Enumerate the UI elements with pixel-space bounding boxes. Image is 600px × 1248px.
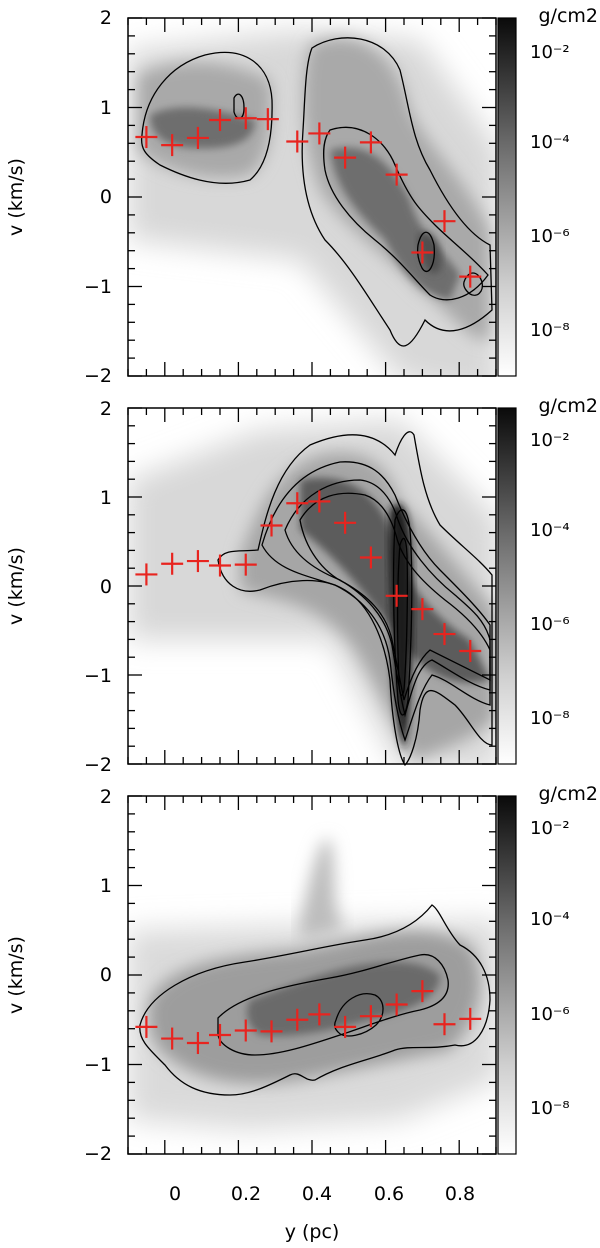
data-point-marker — [135, 126, 158, 149]
xtick-label-0.8: 0.8 — [445, 1183, 475, 1205]
xtick-label-0.6: 0.6 — [374, 1183, 404, 1205]
ytick-label-bottom-0: 0 — [100, 964, 112, 986]
colorbar-label-bottom-1: 10⁻² — [530, 818, 570, 839]
data-point-marker — [186, 550, 209, 573]
colorbar-label-top-3: 10⁻⁶ — [530, 226, 570, 247]
data-point-marker — [186, 1032, 209, 1055]
ylabel-middle: v (km/s) — [5, 547, 27, 625]
data-point-marker — [334, 511, 357, 534]
colorbar-label-top-2: 10⁻⁴ — [530, 132, 570, 153]
data-point-marker — [385, 584, 408, 607]
ytick-label-bottom-2: 2 — [100, 786, 112, 808]
ytick-label-middle-neg1: −1 — [84, 665, 112, 687]
data-point-marker — [135, 1015, 158, 1038]
colorbar-label-middle-3: 10⁻⁶ — [530, 614, 570, 635]
density-map-bottom — [128, 838, 496, 1130]
colorbar-label-middle-4: 10⁻⁸ — [530, 708, 570, 729]
data-point-marker — [411, 980, 434, 1003]
ytick-label-middle-0: 0 — [100, 576, 112, 598]
data-point-marker — [359, 131, 382, 154]
colorbar-middle — [497, 407, 517, 765]
contours-bottom — [139, 904, 491, 1096]
data-point-marker — [359, 1005, 382, 1028]
data-point-marker — [256, 108, 279, 131]
data-point-marker — [234, 107, 257, 130]
xlabel: y (pc) — [285, 1221, 340, 1243]
data-point-marker — [161, 134, 184, 157]
data-point-marker — [286, 130, 309, 153]
data-point-marker — [260, 514, 283, 537]
data-point-marker — [334, 146, 357, 169]
colorbar-top — [497, 17, 517, 377]
data-point-marker — [209, 554, 231, 577]
colorbar-label-bottom-4: 10⁻⁸ — [530, 1098, 570, 1119]
data-point-marker — [334, 1015, 357, 1038]
axis-ticks-middle — [127, 407, 497, 765]
xtick-label-0.4: 0.4 — [302, 1183, 332, 1205]
data-point-marker — [411, 241, 434, 264]
ytick-label-middle-1: 1 — [100, 487, 112, 509]
ytick-label-top-2: 2 — [100, 7, 112, 29]
data-point-marker — [385, 993, 408, 1016]
ytick-label-top-neg2: −2 — [84, 365, 112, 387]
markers-bottom — [135, 980, 482, 1055]
data-point-marker — [209, 109, 231, 132]
data-point-marker — [459, 1007, 482, 1030]
data-point-marker — [308, 122, 331, 145]
colorbar-label-middle-1: 10⁻² — [530, 430, 570, 451]
data-point-marker — [308, 1003, 331, 1026]
contours-top — [140, 37, 493, 347]
data-point-marker — [433, 210, 456, 233]
data-point-marker — [433, 1013, 456, 1036]
ytick-label-top-neg1: −1 — [84, 276, 112, 298]
ytick-label-middle-neg2: −2 — [84, 754, 112, 776]
contours-middle — [217, 431, 493, 767]
axis-ticks-top — [127, 17, 497, 377]
data-point-marker — [234, 1019, 257, 1042]
data-point-marker — [286, 1008, 309, 1031]
colorbar-unit-middle: g/cm2 — [538, 395, 598, 417]
panel-middle: 2 1 0 −1 −2 v (km/s) g/cm2 10⁻² 10⁻⁴ 10⁻… — [5, 395, 598, 776]
data-point-marker — [433, 623, 456, 646]
data-point-marker — [385, 163, 408, 186]
data-point-marker — [135, 563, 158, 586]
ylabel-bottom: v (km/s) — [5, 936, 27, 1014]
colorbar-label-middle-2: 10⁻⁴ — [530, 520, 570, 541]
data-point-marker — [234, 553, 257, 576]
colorbar-unit-top: g/cm2 — [538, 5, 598, 27]
xtick-label-0: 0 — [169, 1183, 181, 1205]
colorbar-label-bottom-3: 10⁻⁶ — [530, 1004, 570, 1025]
ytick-label-middle-2: 2 — [100, 398, 112, 420]
colorbar-label-top-1: 10⁻² — [530, 42, 570, 63]
data-point-marker — [359, 546, 382, 569]
data-point-marker — [260, 1020, 283, 1043]
ytick-label-bottom-neg1: −1 — [84, 1054, 112, 1076]
colorbar-unit-bottom: g/cm2 — [538, 783, 598, 805]
ytick-label-bottom-1: 1 — [100, 875, 112, 897]
ylabel-top: v (km/s) — [5, 158, 27, 236]
markers-middle — [135, 490, 482, 662]
data-point-marker — [161, 1027, 184, 1050]
ytick-label-top-0: 0 — [100, 186, 112, 208]
ytick-label-bottom-neg2: −2 — [84, 1143, 112, 1165]
colorbar-label-bottom-2: 10⁻⁴ — [530, 909, 570, 930]
data-point-marker — [459, 639, 482, 662]
xtick-label-0.2: 0.2 — [231, 1183, 261, 1205]
data-point-marker — [209, 1023, 231, 1046]
data-point-marker — [411, 598, 434, 621]
colorbar-label-top-4: 10⁻⁸ — [530, 320, 570, 341]
data-point-marker — [308, 490, 331, 513]
ytick-label-top-1: 1 — [100, 97, 112, 119]
panel-bottom: 2 1 0 −1 −2 v (km/s) g/cm2 10⁻² 10⁻⁴ 10⁻… — [5, 783, 598, 1243]
data-point-marker — [286, 492, 309, 515]
data-point-marker — [186, 126, 209, 149]
colorbar-bottom — [497, 795, 517, 1155]
panel-top: 2 1 0 −1 −2 v (km/s) g/cm2 10⁻² 10⁻⁴ 10⁻… — [5, 5, 598, 387]
axis-ticks-bottom — [127, 795, 497, 1155]
markers-top — [135, 107, 482, 288]
density-map-middle — [128, 420, 496, 764]
data-point-marker — [459, 265, 482, 288]
data-point-marker — [161, 552, 184, 575]
